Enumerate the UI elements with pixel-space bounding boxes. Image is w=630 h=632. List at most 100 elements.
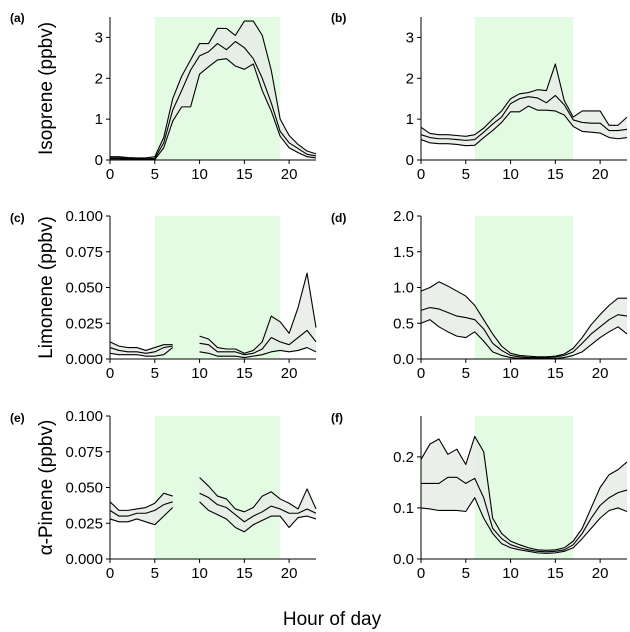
x-tick-label: 0: [417, 166, 425, 183]
x-tick-label: 10: [191, 365, 208, 382]
y-tick-label: 0.1: [393, 500, 414, 517]
y-tick-label: 0.000: [65, 351, 103, 368]
x-tick-label: 0: [417, 565, 425, 582]
y-tick-label: 0.0: [393, 551, 414, 568]
panel-c: 0.000 0.025 0.050 0.075 0.100 0 5 10 15 20 (c) Limo…: [10, 208, 317, 382]
chart-panels: 0 1 2 3 0 5 10 15 20 (a) Isoprene (ppbv) 0 1 2 3 0 5 10 15…: [10, 11, 628, 582]
series-upper-line: [420, 435, 628, 551]
x-tick-label: 5: [462, 166, 470, 183]
x-tick-label: 10: [191, 166, 208, 183]
series-upper-line: [199, 272, 317, 354]
y-tick-label: 1.5: [393, 244, 414, 261]
series-median-line: [420, 94, 628, 141]
y-axis-title: Limonene (ppbv): [36, 216, 57, 359]
panel-label: (d): [331, 211, 346, 225]
x-tick-label: 0: [106, 365, 114, 382]
series-median-line: [109, 345, 173, 354]
x-tick-label: 20: [281, 565, 298, 582]
uncertainty-band: [110, 21, 316, 160]
y-tick-label: 0.050: [65, 280, 103, 297]
y-tick-label: 0.100: [65, 408, 103, 425]
x-axis-title: Hour of day: [283, 609, 382, 630]
x-tick-label: 15: [547, 365, 564, 382]
x-tick-label: 15: [547, 565, 564, 582]
y-tick-label: 2: [95, 70, 103, 87]
panel-label: (b): [331, 11, 346, 25]
y-tick-label: 2.0: [393, 208, 414, 225]
daylight-shading: [154, 416, 281, 559]
series-median-line: [420, 306, 628, 359]
y-axis-title: α-Pinene (ppbv): [36, 420, 57, 556]
y-tick-label: 3: [406, 29, 414, 46]
series-median-line: [199, 492, 317, 523]
x-tick-label: 5: [151, 565, 159, 582]
series-lower-line: [420, 497, 628, 554]
uncertainty-band: [421, 436, 627, 554]
x-tick-label: 5: [151, 166, 159, 183]
x-tick-label: 15: [236, 565, 253, 582]
series-upper-line: [109, 492, 173, 511]
uncertainty-band: [110, 341, 173, 357]
x-tick-label: 0: [106, 166, 114, 183]
y-tick-label: 0.5: [393, 315, 414, 332]
y-tick-label: 3: [95, 29, 103, 46]
panel-label: (a): [10, 11, 25, 25]
series-upper-line: [420, 63, 628, 137]
x-tick-label: 10: [191, 565, 208, 582]
y-tick-label: 1: [406, 111, 414, 128]
series-upper-line: [199, 477, 317, 513]
y-tick-label: 1: [95, 111, 103, 128]
series-median-line: [109, 501, 173, 517]
uncertainty-band: [421, 281, 627, 359]
y-tick-label: 0.025: [65, 515, 103, 532]
y-tick-label: 0.2: [393, 449, 414, 466]
panel-f: 0.0 0.1 0.2 0 5 10 15 20 (f): [331, 411, 628, 582]
series-median-line: [199, 329, 317, 356]
y-tick-label: 1.0: [393, 280, 414, 297]
series-upper-line: [420, 281, 627, 358]
y-tick-label: 0.000: [65, 551, 103, 568]
y-tick-label: 0.075: [65, 244, 103, 261]
daylight-shading: [154, 216, 281, 359]
x-tick-label: 15: [236, 365, 253, 382]
series-lower-line: [109, 347, 174, 357]
x-tick-label: 20: [592, 365, 609, 382]
x-tick-label: 20: [281, 166, 298, 183]
x-tick-label: 5: [462, 565, 470, 582]
series-median-line: [110, 40, 317, 160]
panel-label: (e): [10, 411, 25, 425]
series-lower-line: [199, 347, 317, 359]
x-tick-label: 0: [417, 365, 425, 382]
x-tick-label: 20: [592, 565, 609, 582]
panel-e: 0.000 0.025 0.050 0.075 0.100 0 5 10 15 20 (e) α-Pi…: [10, 408, 317, 582]
daylight-shading: [474, 416, 574, 559]
x-tick-label: 10: [502, 565, 519, 582]
x-tick-label: 20: [592, 166, 609, 183]
y-tick-label: 0.0: [393, 351, 414, 368]
panel-b: 0 1 2 3 0 5 10 15 20 (b): [331, 11, 628, 183]
series-median-line: [421, 476, 628, 553]
series-upper-line: [109, 341, 173, 351]
y-tick-label: 0.100: [65, 208, 103, 225]
panel-a: 0 1 2 3 0 5 10 15 20 (a) Isoprene (ppbv): [10, 11, 317, 183]
y-tick-label: 0.025: [65, 315, 103, 332]
uncertainty-band: [421, 63, 627, 146]
panel-label: (f): [331, 411, 343, 425]
series-lower-line: [420, 319, 628, 359]
x-tick-label: 20: [281, 365, 298, 382]
x-tick-label: 5: [151, 365, 159, 382]
x-tick-label: 10: [502, 166, 519, 183]
series-lower-line: [199, 501, 317, 533]
series-lower-line: [109, 507, 174, 526]
panel-d: 0.0 0.5 1.0 1.5 2.0 0 5 10 15 20 (d): [331, 208, 628, 382]
uncertainty-band: [199, 477, 316, 532]
y-tick-label: 0: [406, 152, 414, 169]
uncertainty-band: [199, 273, 316, 358]
y-tick-label: 2: [406, 70, 414, 87]
y-tick-label: 0: [95, 152, 103, 169]
series-lower-line: [420, 105, 628, 147]
x-tick-label: 15: [547, 166, 564, 183]
series-upper-line: [110, 20, 317, 159]
x-tick-label: 0: [106, 565, 114, 582]
